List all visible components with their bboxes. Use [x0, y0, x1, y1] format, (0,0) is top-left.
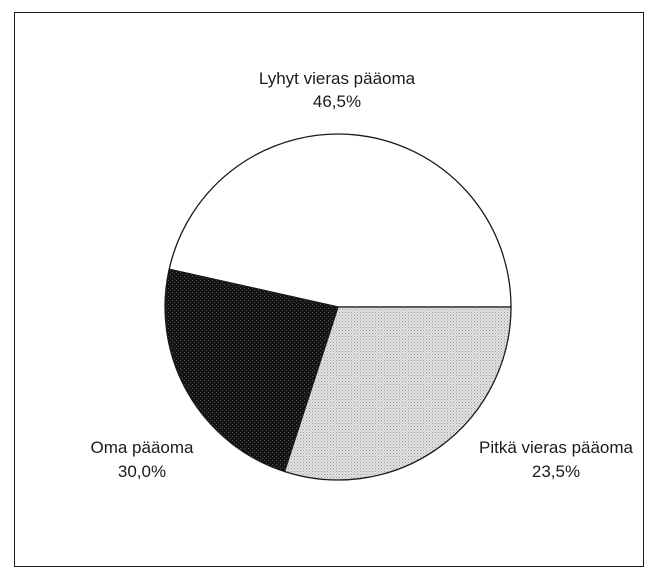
slice-label-pitka: Pitkä vieras pääoma	[479, 438, 634, 457]
slice-value-oma: 30,0%	[118, 462, 166, 481]
slice-label-lyhyt: Lyhyt vieras pääoma	[259, 69, 416, 88]
pie-slice-1	[164, 268, 339, 473]
pie-slice-2	[283, 306, 512, 481]
pie-slice-0	[168, 133, 512, 308]
slice-value-pitka: 23,5%	[532, 462, 580, 481]
slice-value-lyhyt: 46,5%	[313, 92, 361, 111]
slice-label-oma: Oma pääoma	[91, 438, 195, 457]
